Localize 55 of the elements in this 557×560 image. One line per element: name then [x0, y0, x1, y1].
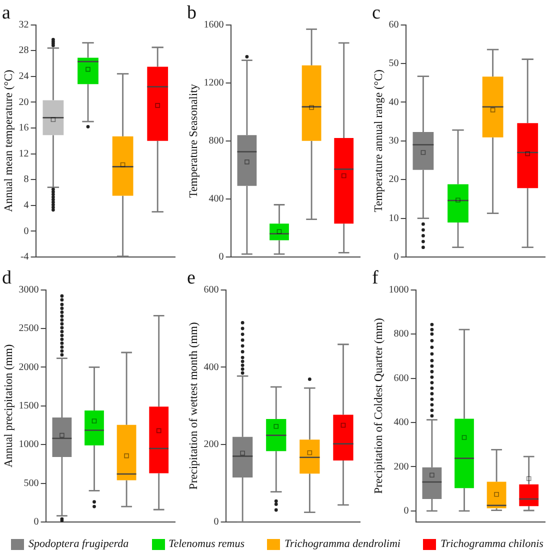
y-tick-label: 12 — [18, 148, 29, 160]
y-tick-label: 400 — [208, 194, 224, 205]
y-tick-label: 400 — [204, 362, 219, 373]
legend-label: Telenomus remus — [168, 538, 244, 550]
y-axis-title: Precipitation of Coldest Quarter (mm) — [372, 318, 385, 494]
chart-title: f — [372, 267, 379, 288]
y-tick-label: 10 — [388, 212, 399, 224]
y-tick-label: -4 — [20, 252, 29, 263]
y-tick-label: 200 — [204, 439, 219, 450]
y-tick-label: 40 — [388, 96, 399, 108]
y-tick-label: 800 — [394, 328, 409, 340]
y-tick-label: 0 — [218, 252, 224, 263]
y-tick-label: 1500 — [18, 400, 39, 412]
y-tick-label: 1600 — [204, 19, 224, 30]
y-axis-title: Precipitation of wettest month (mm) — [188, 322, 200, 490]
y-tick-label: 2000 — [18, 362, 39, 373]
y-tick-label: 8 — [24, 174, 29, 186]
y-tick-label: 800 — [208, 136, 224, 147]
y-tick-label: 1000 — [18, 439, 39, 450]
y-tick-label: 600 — [394, 372, 409, 384]
chart-title: e — [187, 267, 196, 288]
legend-label: Trichogramma chilonis — [440, 538, 544, 550]
y-tick-label: 32 — [18, 19, 29, 30]
y-tick-label: 50 — [388, 58, 399, 70]
y-tick-label: 400 — [394, 417, 409, 428]
y-tick-label: 1200 — [204, 77, 224, 88]
chart-title: a — [2, 2, 11, 24]
chart-title: b — [187, 2, 196, 24]
y-tick-label: 2500 — [18, 323, 39, 334]
chart-title: c — [372, 2, 380, 24]
y-tick-label: 60 — [388, 19, 399, 30]
y-tick-label: 30 — [388, 136, 399, 147]
y-tick-label: 4 — [24, 200, 29, 212]
legend-label: Trichogramma dendrolimi — [284, 538, 400, 550]
y-tick-label: 16 — [18, 122, 29, 134]
y-tick-label: 20 — [18, 96, 29, 108]
y-tick-label: 24 — [18, 71, 29, 82]
chart-title: d — [2, 267, 12, 288]
y-tick-label: 0 — [404, 506, 409, 517]
y-tick-label: 0 — [24, 226, 29, 237]
y-tick-label: 200 — [394, 461, 409, 472]
y-tick-label: 3000 — [18, 284, 39, 296]
y-axis-title: Annual mean temperature (°C) — [2, 70, 15, 212]
y-axis-title: Annual precipitation (mm) — [2, 344, 15, 468]
y-tick-label: 0 — [214, 516, 219, 528]
y-tick-label: 28 — [18, 45, 29, 56]
y-tick-label: 1000 — [388, 284, 409, 296]
y-tick-label: 500 — [24, 478, 39, 489]
y-axis-title: Temperature annual range (°C) — [372, 69, 385, 212]
y-tick-label: 20 — [388, 174, 399, 186]
y-tick-label: 0 — [394, 252, 399, 263]
y-tick-label: 0 — [34, 516, 39, 528]
y-axis-title: Temperature Seasonality — [188, 84, 200, 198]
legend-label: Spodoptera frugiperda — [28, 538, 129, 550]
y-tick-label: 600 — [204, 284, 219, 296]
